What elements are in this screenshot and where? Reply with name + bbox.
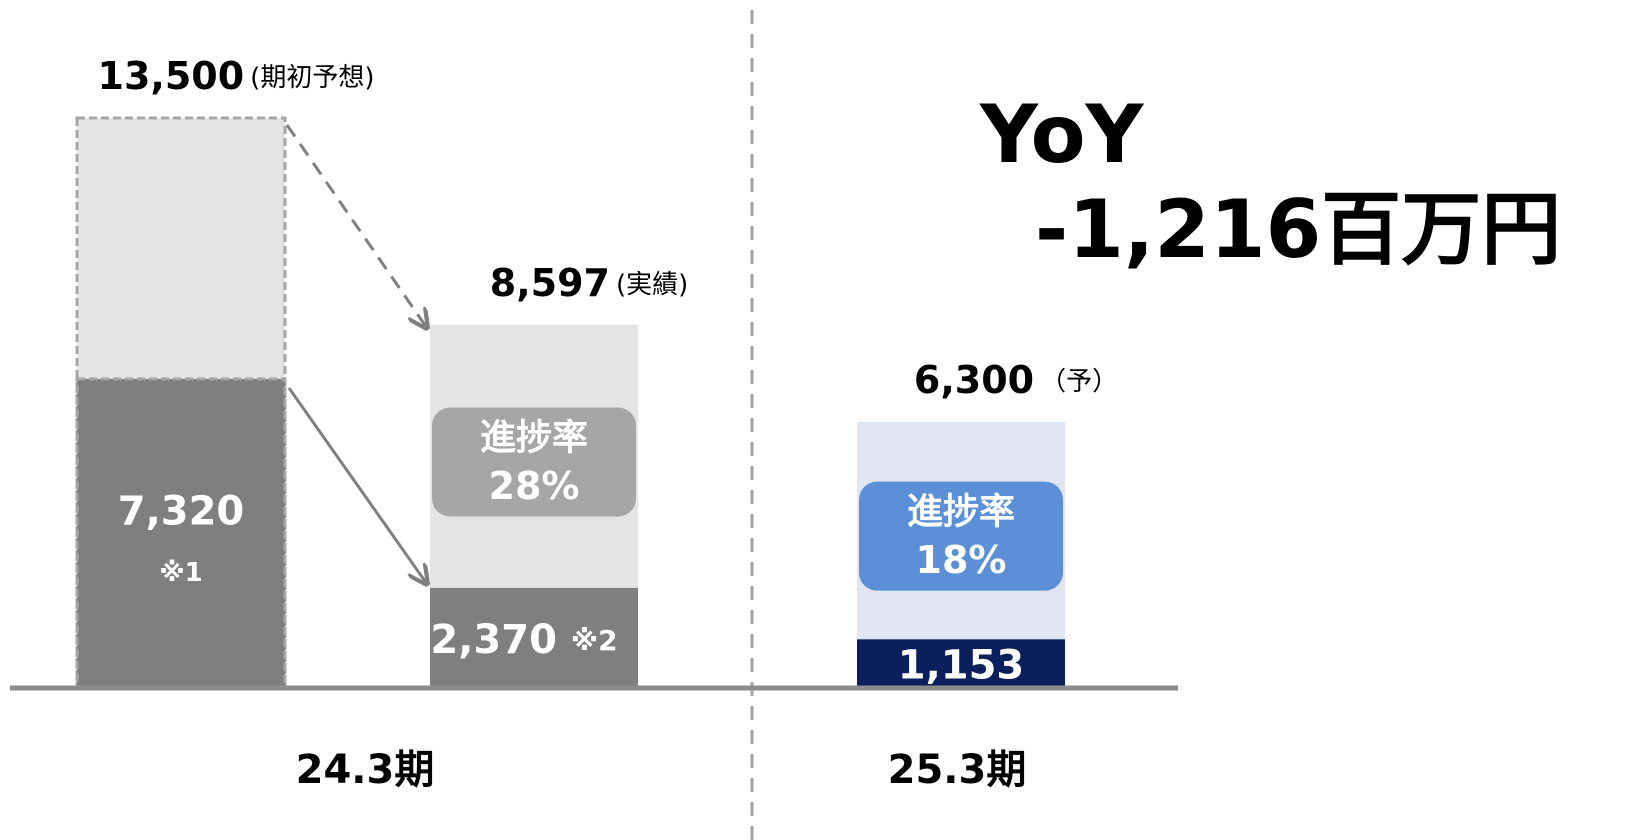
bar-part: [857, 639, 1065, 688]
rate-title: 進捗率: [907, 492, 1015, 533]
arrow: [285, 124, 427, 328]
part-label: 2,370 ※2: [430, 617, 617, 663]
total-note: (期初予想): [250, 63, 374, 93]
total-note: (実績): [616, 270, 688, 300]
group-label: 24.3期: [296, 747, 435, 793]
total-label: 8,597 (実績): [490, 261, 689, 305]
total-value: 6,300: [914, 358, 1034, 402]
part-value: 7,320: [118, 488, 245, 534]
yoy-title: YoY: [979, 88, 1145, 181]
rate-box: [432, 407, 636, 517]
total-value: 8,597: [490, 261, 610, 305]
group-label: 25.3期: [888, 747, 1027, 793]
total-value: 13,500: [98, 54, 245, 98]
part-label: 7,320: [118, 488, 245, 534]
part-value: 1,153: [898, 643, 1025, 689]
part-value: 2,370: [430, 617, 557, 663]
bar-part: [430, 587, 638, 688]
part-note: ※1: [159, 558, 202, 588]
bar-part: [75, 377, 287, 690]
total-label: 6,300 （予）: [914, 358, 1118, 402]
rate-box: [859, 481, 1063, 591]
rate-title: 進捗率: [480, 417, 588, 458]
part-label: 1,153: [898, 643, 1025, 689]
total-note: （予）: [1040, 367, 1118, 397]
yoy-value: -1,216百万円: [1035, 183, 1561, 276]
arrow: [287, 387, 427, 584]
rate-value: 28%: [489, 464, 580, 508]
part-note: ※2: [571, 624, 618, 657]
total-label: 13,500 (期初予想): [98, 54, 375, 98]
rate-value: 18%: [916, 538, 1007, 582]
